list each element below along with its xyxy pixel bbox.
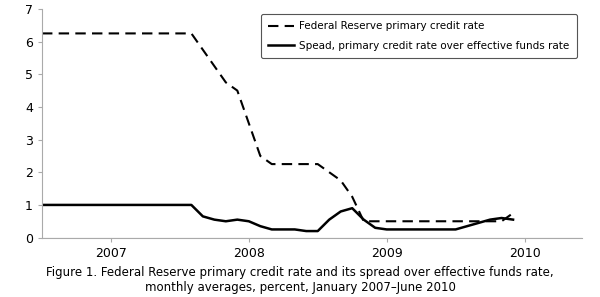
- Federal Reserve primary credit rate: [130, 32, 137, 35]
- Line: Spead, primary credit rate over effective funds rate: Spead, primary credit rate over effectiv…: [42, 205, 513, 231]
- Federal Reserve primary credit rate: [222, 81, 229, 84]
- Spead, primary credit rate over effective funds rate: [326, 218, 333, 222]
- Federal Reserve primary credit rate: [96, 32, 103, 35]
- Legend: Federal Reserve primary credit rate, Spead, primary credit rate over effective f: Federal Reserve primary credit rate, Spe…: [261, 14, 577, 58]
- Federal Reserve primary credit rate: [475, 219, 482, 223]
- Federal Reserve primary credit rate: [73, 32, 80, 35]
- Spead, primary credit rate over effective funds rate: [176, 203, 184, 207]
- Line: Federal Reserve primary credit rate: Federal Reserve primary credit rate: [42, 34, 513, 221]
- Spead, primary credit rate over effective funds rate: [61, 203, 68, 207]
- Federal Reserve primary credit rate: [371, 219, 379, 223]
- Federal Reserve primary credit rate: [280, 162, 287, 166]
- Spead, primary credit rate over effective funds rate: [96, 203, 103, 207]
- Federal Reserve primary credit rate: [107, 32, 115, 35]
- Spead, primary credit rate over effective funds rate: [475, 221, 482, 225]
- Spead, primary credit rate over effective funds rate: [406, 228, 413, 231]
- Spead, primary credit rate over effective funds rate: [222, 219, 229, 223]
- Spead, primary credit rate over effective funds rate: [188, 203, 195, 207]
- Federal Reserve primary credit rate: [360, 219, 367, 223]
- Spead, primary credit rate over effective funds rate: [211, 218, 218, 222]
- Federal Reserve primary credit rate: [406, 219, 413, 223]
- Spead, primary credit rate over effective funds rate: [291, 228, 298, 231]
- Spead, primary credit rate over effective funds rate: [509, 218, 517, 222]
- Spead, primary credit rate over effective funds rate: [314, 229, 322, 233]
- Spead, primary credit rate over effective funds rate: [418, 228, 425, 231]
- Spead, primary credit rate over effective funds rate: [165, 203, 172, 207]
- Federal Reserve primary credit rate: [85, 32, 92, 35]
- Federal Reserve primary credit rate: [176, 32, 184, 35]
- Federal Reserve primary credit rate: [291, 162, 298, 166]
- Federal Reserve primary credit rate: [302, 162, 310, 166]
- Spead, primary credit rate over effective funds rate: [234, 218, 241, 222]
- Spead, primary credit rate over effective funds rate: [85, 203, 92, 207]
- Federal Reserve primary credit rate: [165, 32, 172, 35]
- Spead, primary credit rate over effective funds rate: [349, 206, 356, 210]
- Federal Reserve primary credit rate: [257, 154, 264, 158]
- Federal Reserve primary credit rate: [326, 170, 333, 174]
- Spead, primary credit rate over effective funds rate: [119, 203, 126, 207]
- Federal Reserve primary credit rate: [234, 89, 241, 92]
- Federal Reserve primary credit rate: [268, 162, 275, 166]
- Spead, primary credit rate over effective funds rate: [395, 228, 402, 231]
- Federal Reserve primary credit rate: [50, 32, 57, 35]
- Federal Reserve primary credit rate: [487, 219, 494, 223]
- Federal Reserve primary credit rate: [188, 32, 195, 35]
- Federal Reserve primary credit rate: [337, 179, 344, 182]
- Spead, primary credit rate over effective funds rate: [498, 216, 505, 220]
- Federal Reserve primary credit rate: [211, 64, 218, 68]
- Federal Reserve primary credit rate: [440, 219, 448, 223]
- Spead, primary credit rate over effective funds rate: [280, 228, 287, 231]
- Spead, primary credit rate over effective funds rate: [464, 225, 471, 228]
- Spead, primary credit rate over effective funds rate: [142, 203, 149, 207]
- Federal Reserve primary credit rate: [61, 32, 68, 35]
- Spead, primary credit rate over effective funds rate: [440, 228, 448, 231]
- Federal Reserve primary credit rate: [509, 211, 517, 215]
- Text: Figure 1. Federal Reserve primary credit rate and its spread over effective fund: Figure 1. Federal Reserve primary credit…: [46, 266, 554, 294]
- Spead, primary credit rate over effective funds rate: [130, 203, 137, 207]
- Federal Reserve primary credit rate: [418, 219, 425, 223]
- Spead, primary credit rate over effective funds rate: [50, 203, 57, 207]
- Federal Reserve primary credit rate: [429, 219, 436, 223]
- Spead, primary credit rate over effective funds rate: [487, 218, 494, 222]
- Spead, primary credit rate over effective funds rate: [107, 203, 115, 207]
- Spead, primary credit rate over effective funds rate: [268, 228, 275, 231]
- Federal Reserve primary credit rate: [119, 32, 126, 35]
- Federal Reserve primary credit rate: [452, 219, 459, 223]
- Spead, primary credit rate over effective funds rate: [245, 219, 253, 223]
- Spead, primary credit rate over effective funds rate: [383, 228, 390, 231]
- Federal Reserve primary credit rate: [38, 32, 46, 35]
- Federal Reserve primary credit rate: [314, 162, 322, 166]
- Federal Reserve primary credit rate: [464, 219, 471, 223]
- Federal Reserve primary credit rate: [498, 219, 505, 223]
- Spead, primary credit rate over effective funds rate: [199, 215, 206, 218]
- Spead, primary credit rate over effective funds rate: [452, 228, 459, 231]
- Spead, primary credit rate over effective funds rate: [360, 218, 367, 222]
- Spead, primary credit rate over effective funds rate: [371, 226, 379, 230]
- Federal Reserve primary credit rate: [349, 195, 356, 199]
- Spead, primary credit rate over effective funds rate: [73, 203, 80, 207]
- Federal Reserve primary credit rate: [383, 219, 390, 223]
- Federal Reserve primary credit rate: [142, 32, 149, 35]
- Federal Reserve primary credit rate: [153, 32, 160, 35]
- Spead, primary credit rate over effective funds rate: [337, 210, 344, 213]
- Spead, primary credit rate over effective funds rate: [429, 228, 436, 231]
- Spead, primary credit rate over effective funds rate: [257, 225, 264, 228]
- Spead, primary credit rate over effective funds rate: [302, 229, 310, 233]
- Federal Reserve primary credit rate: [199, 48, 206, 52]
- Spead, primary credit rate over effective funds rate: [153, 203, 160, 207]
- Spead, primary credit rate over effective funds rate: [38, 203, 46, 207]
- Federal Reserve primary credit rate: [245, 121, 253, 125]
- Federal Reserve primary credit rate: [395, 219, 402, 223]
